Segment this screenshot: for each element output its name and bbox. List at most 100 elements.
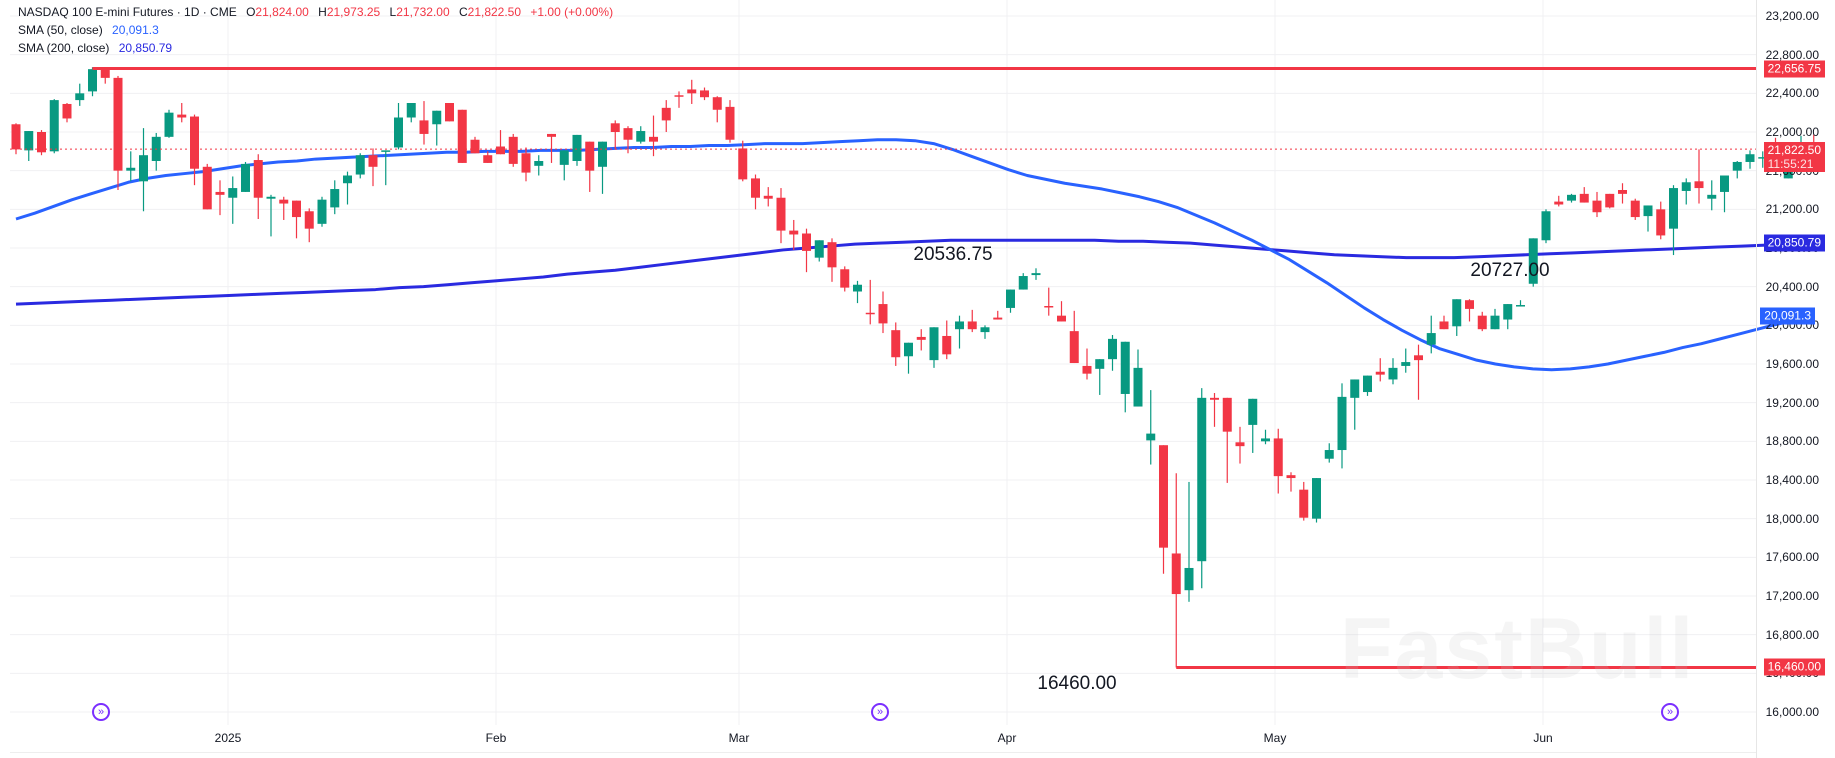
price-tick-label: 19,600.00 xyxy=(1765,357,1819,371)
sma50-legend[interactable]: SMA (50, close) 20,091.3 xyxy=(18,21,613,39)
candle xyxy=(929,327,939,368)
candle xyxy=(1031,268,1041,280)
candle xyxy=(1210,393,1219,427)
candle xyxy=(508,133,518,167)
candle xyxy=(1273,428,1283,494)
candle xyxy=(1044,287,1054,316)
candle xyxy=(292,200,301,239)
sma200-legend[interactable]: SMA (200, close) 20,850.79 xyxy=(18,39,613,57)
event-marker-icon[interactable]: » xyxy=(92,703,110,721)
candle xyxy=(751,174,760,210)
event-marker-icon[interactable]: » xyxy=(871,703,889,721)
time-label-mar: Mar xyxy=(728,731,750,745)
annotation-may-pullback: 20727.00 xyxy=(1470,260,1550,281)
price-tick-label: 22,000.00 xyxy=(1765,125,1819,139)
candle xyxy=(712,96,722,123)
sma50-line[interactable] xyxy=(15,138,1815,372)
candle xyxy=(304,208,314,243)
candle xyxy=(228,176,238,224)
candle xyxy=(1681,178,1691,205)
candle xyxy=(878,291,888,334)
last-price-value: 21,822.50 xyxy=(1767,143,1821,157)
candle xyxy=(368,148,378,187)
candle xyxy=(483,151,493,163)
bar-countdown: 11:55:21 xyxy=(1767,157,1814,171)
candle xyxy=(1363,375,1372,396)
candle xyxy=(1312,478,1321,523)
sma200-line[interactable] xyxy=(15,238,1814,306)
low-label: L xyxy=(389,5,397,19)
time-label-feb: Feb xyxy=(485,731,507,745)
candle xyxy=(547,133,556,163)
sma200-name: SMA (200, close) xyxy=(18,41,110,55)
candle xyxy=(1592,191,1602,218)
candle xyxy=(1516,300,1525,307)
candle xyxy=(1707,180,1717,211)
candle xyxy=(355,153,365,179)
candle xyxy=(1541,209,1551,244)
candle xyxy=(381,150,391,186)
candle xyxy=(1069,310,1079,364)
candle xyxy=(853,280,862,304)
support-price-tag: 16,460.00 xyxy=(1763,658,1825,676)
candle xyxy=(534,155,544,176)
candle xyxy=(1184,481,1194,602)
candle xyxy=(266,194,276,237)
candle xyxy=(763,187,773,207)
candle xyxy=(1350,379,1360,430)
candle xyxy=(1477,311,1487,332)
sma50-value: 20,091.3 xyxy=(112,23,159,37)
candle xyxy=(241,161,250,192)
candle xyxy=(1579,187,1589,203)
candle xyxy=(1452,299,1462,336)
candle xyxy=(1758,151,1768,168)
candle xyxy=(649,115,658,157)
candle xyxy=(100,68,110,84)
price-tick-label: 22,800.00 xyxy=(1765,47,1819,62)
candle xyxy=(559,150,569,181)
price-tick-label: 16,000.00 xyxy=(1765,705,1819,719)
candle xyxy=(1133,349,1143,407)
open-label: O xyxy=(246,5,256,19)
candle xyxy=(636,126,646,144)
candle xyxy=(1171,473,1181,668)
close-value: 21,822.50 xyxy=(467,5,522,19)
candle xyxy=(1490,308,1500,330)
candle xyxy=(457,109,467,163)
candle xyxy=(1261,429,1270,445)
candle xyxy=(343,171,352,205)
candle xyxy=(980,325,990,339)
candle xyxy=(1528,238,1538,287)
candle xyxy=(585,141,595,192)
candle xyxy=(598,141,607,194)
candle xyxy=(24,131,34,161)
symbol-ohlc-row[interactable]: NASDAQ 100 E-mini Futures · 1D · CME O 21… xyxy=(18,3,613,21)
candle xyxy=(1465,299,1474,322)
candle xyxy=(215,180,225,216)
candle xyxy=(1197,388,1207,589)
annotation-april-low: 16460.00 xyxy=(1037,673,1117,694)
last-price-tag: 21,822.50 11:55:21 xyxy=(1763,142,1825,172)
candle xyxy=(738,140,748,182)
candle xyxy=(789,219,799,250)
candle xyxy=(1656,201,1666,240)
price-tick-label: 17,600.00 xyxy=(1765,550,1819,565)
candle xyxy=(725,100,735,143)
candle xyxy=(151,132,161,171)
candle xyxy=(1095,359,1105,395)
price-tick-label: 20,400.00 xyxy=(1765,279,1819,294)
candle xyxy=(776,188,786,244)
symbol-title: NASDAQ 100 E-mini Futures · 1D · CME xyxy=(18,5,237,19)
event-marker-icon[interactable]: » xyxy=(1661,703,1679,721)
candle xyxy=(432,110,442,146)
candle xyxy=(470,136,480,154)
candle xyxy=(1554,195,1564,207)
candle xyxy=(1324,443,1334,463)
candle xyxy=(1745,150,1755,169)
candle xyxy=(1605,193,1615,209)
candle xyxy=(1630,198,1640,220)
price-axis-border xyxy=(1756,0,1757,758)
candle xyxy=(687,79,697,104)
candle xyxy=(37,130,46,156)
